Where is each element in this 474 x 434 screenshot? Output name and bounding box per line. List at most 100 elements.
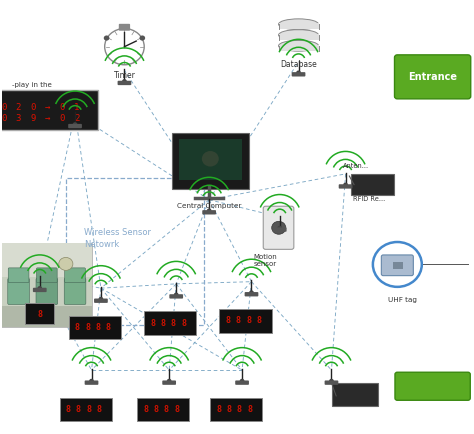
FancyBboxPatch shape bbox=[325, 381, 338, 385]
Circle shape bbox=[174, 293, 179, 297]
Circle shape bbox=[207, 208, 211, 213]
FancyBboxPatch shape bbox=[69, 316, 121, 339]
FancyBboxPatch shape bbox=[137, 398, 190, 421]
Circle shape bbox=[329, 379, 334, 383]
FancyBboxPatch shape bbox=[94, 299, 108, 303]
Text: 2: 2 bbox=[16, 102, 21, 112]
Circle shape bbox=[37, 286, 42, 290]
FancyBboxPatch shape bbox=[273, 227, 287, 232]
Text: 8: 8 bbox=[164, 405, 169, 414]
Circle shape bbox=[167, 379, 172, 383]
Circle shape bbox=[139, 36, 145, 41]
FancyBboxPatch shape bbox=[36, 268, 57, 283]
FancyBboxPatch shape bbox=[60, 398, 112, 421]
FancyBboxPatch shape bbox=[292, 72, 305, 76]
FancyBboxPatch shape bbox=[64, 278, 86, 305]
FancyBboxPatch shape bbox=[179, 139, 242, 181]
Ellipse shape bbox=[279, 19, 319, 30]
Text: 0: 0 bbox=[1, 102, 7, 112]
Text: 1: 1 bbox=[74, 102, 80, 112]
FancyBboxPatch shape bbox=[0, 243, 91, 276]
Text: Wireless Sensor
Netowrk: Wireless Sensor Netowrk bbox=[84, 228, 152, 249]
FancyBboxPatch shape bbox=[33, 288, 46, 292]
Text: 8: 8 bbox=[247, 405, 252, 414]
FancyBboxPatch shape bbox=[395, 372, 470, 400]
Text: 0: 0 bbox=[60, 102, 65, 112]
Circle shape bbox=[343, 183, 348, 187]
FancyBboxPatch shape bbox=[8, 268, 29, 283]
Text: 8: 8 bbox=[76, 405, 81, 414]
Text: Database: Database bbox=[280, 59, 317, 69]
FancyBboxPatch shape bbox=[0, 243, 91, 327]
Text: 8: 8 bbox=[161, 319, 165, 328]
Text: 8: 8 bbox=[75, 323, 80, 332]
Circle shape bbox=[122, 79, 127, 83]
Circle shape bbox=[104, 36, 109, 41]
Text: →: → bbox=[45, 102, 50, 112]
Circle shape bbox=[240, 379, 245, 383]
FancyBboxPatch shape bbox=[382, 255, 413, 276]
FancyBboxPatch shape bbox=[202, 210, 216, 214]
Circle shape bbox=[296, 70, 301, 75]
FancyBboxPatch shape bbox=[394, 55, 471, 99]
Ellipse shape bbox=[279, 30, 319, 40]
FancyBboxPatch shape bbox=[332, 383, 378, 406]
Text: UHF tag: UHF tag bbox=[388, 297, 417, 303]
Text: 8: 8 bbox=[96, 323, 100, 332]
FancyBboxPatch shape bbox=[36, 278, 58, 305]
FancyBboxPatch shape bbox=[393, 262, 402, 269]
Text: 8: 8 bbox=[181, 319, 186, 328]
FancyBboxPatch shape bbox=[119, 24, 130, 31]
FancyBboxPatch shape bbox=[245, 292, 258, 296]
Text: Timer: Timer bbox=[113, 71, 136, 80]
FancyBboxPatch shape bbox=[144, 312, 196, 335]
FancyBboxPatch shape bbox=[279, 23, 319, 30]
FancyBboxPatch shape bbox=[339, 184, 353, 189]
FancyBboxPatch shape bbox=[64, 268, 85, 283]
Circle shape bbox=[277, 226, 282, 230]
Text: 8: 8 bbox=[174, 405, 179, 414]
Text: 8: 8 bbox=[216, 405, 221, 414]
FancyBboxPatch shape bbox=[172, 133, 249, 188]
Text: 8: 8 bbox=[226, 316, 230, 326]
FancyBboxPatch shape bbox=[8, 278, 29, 305]
Text: Anten...: Anten... bbox=[343, 163, 369, 169]
FancyBboxPatch shape bbox=[263, 206, 294, 250]
FancyBboxPatch shape bbox=[279, 34, 319, 40]
Text: 8: 8 bbox=[256, 316, 262, 326]
Text: 8: 8 bbox=[237, 405, 242, 414]
Text: 8: 8 bbox=[143, 405, 148, 414]
Text: 9: 9 bbox=[30, 114, 36, 123]
FancyBboxPatch shape bbox=[210, 398, 262, 421]
Text: 8: 8 bbox=[236, 316, 241, 326]
Text: 0: 0 bbox=[30, 102, 36, 112]
Text: 8: 8 bbox=[37, 309, 42, 319]
Text: 8: 8 bbox=[150, 319, 155, 328]
Text: Central Computer: Central Computer bbox=[177, 203, 241, 209]
Circle shape bbox=[202, 151, 219, 167]
Text: -play in the: -play in the bbox=[11, 82, 51, 88]
Ellipse shape bbox=[279, 40, 319, 51]
Text: 8: 8 bbox=[65, 405, 71, 414]
FancyBboxPatch shape bbox=[219, 309, 272, 332]
Circle shape bbox=[373, 242, 422, 287]
Text: →: → bbox=[45, 114, 50, 123]
Text: 3: 3 bbox=[16, 114, 21, 123]
Text: 8: 8 bbox=[171, 319, 176, 328]
Circle shape bbox=[59, 257, 73, 270]
FancyBboxPatch shape bbox=[279, 45, 319, 51]
Circle shape bbox=[89, 379, 94, 383]
FancyBboxPatch shape bbox=[68, 124, 82, 128]
Text: 8: 8 bbox=[227, 405, 231, 414]
Text: 8: 8 bbox=[154, 405, 158, 414]
Text: Entrance: Entrance bbox=[408, 72, 457, 82]
Circle shape bbox=[73, 122, 77, 127]
Text: 8: 8 bbox=[246, 316, 251, 326]
Text: 2: 2 bbox=[74, 114, 80, 123]
FancyBboxPatch shape bbox=[118, 81, 131, 85]
Text: 8: 8 bbox=[106, 323, 111, 332]
FancyBboxPatch shape bbox=[85, 381, 99, 385]
Circle shape bbox=[272, 221, 286, 234]
FancyBboxPatch shape bbox=[235, 381, 249, 385]
Circle shape bbox=[105, 29, 144, 65]
